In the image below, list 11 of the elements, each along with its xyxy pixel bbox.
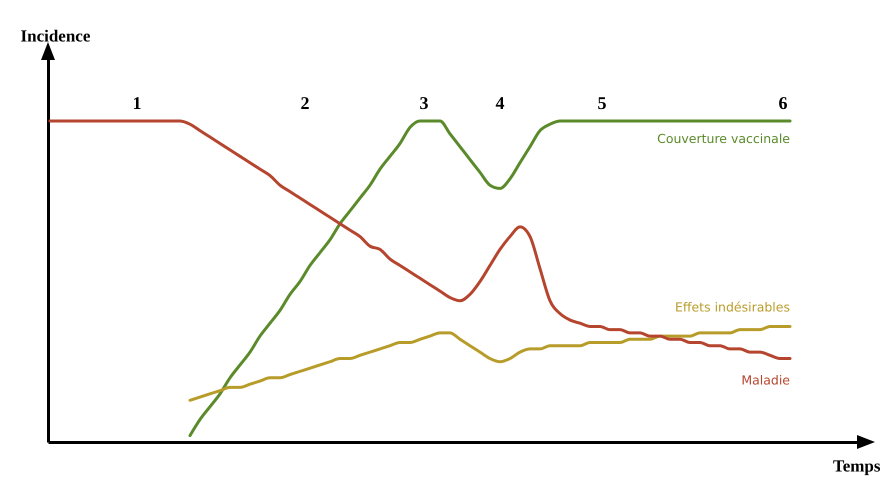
x-axis-title: Temps [832,456,881,476]
y-axis-title: Incidence [20,26,91,46]
text: 3 [420,92,428,113]
text: 5 [598,92,606,113]
series-label: Couverture vaccinale [657,131,790,146]
text: 6 [778,92,788,113]
series-label: Effets indésirables [674,299,790,314]
text: 4 [496,92,504,113]
text: 1 [132,92,142,113]
series-label: Maladie [741,372,790,388]
text: 2 [300,92,310,113]
